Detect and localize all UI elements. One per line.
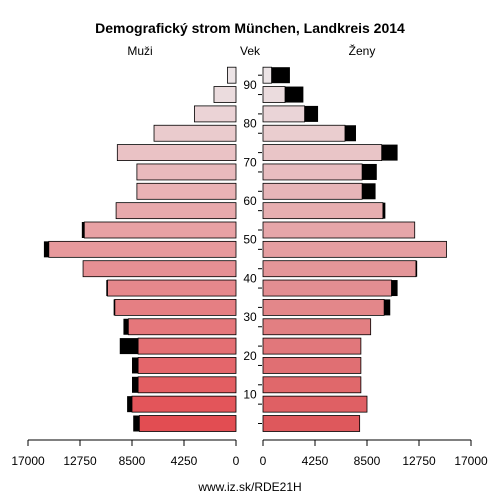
male-bar-5-9 xyxy=(131,395,237,413)
age-tick-label: 70 xyxy=(243,155,257,169)
female-excess-bar-70-74 xyxy=(381,144,398,161)
female-x-tick-label: 17000 xyxy=(454,454,488,468)
female-excess-bar-40-44 xyxy=(415,260,418,277)
male-bars-group xyxy=(43,66,237,432)
male-x-tick-label: 0 xyxy=(233,454,240,468)
female-bar-15-19 xyxy=(262,357,362,374)
male-x-axis: 17000 12750 8500 4250 0 xyxy=(11,439,240,468)
female-bar-40-44 xyxy=(262,260,417,278)
male-bar-20-24 xyxy=(137,337,237,355)
female-bar-0-4 xyxy=(262,415,361,432)
female-x-tick-label: 8500 xyxy=(354,454,381,468)
female-bar-75-79 xyxy=(262,124,346,142)
chart-title: Demografický strom München, Landkreis 20… xyxy=(95,20,405,36)
female-excess-bar-30-34 xyxy=(384,299,391,316)
female-bar-25-29 xyxy=(262,318,372,336)
male-bar-10-14 xyxy=(137,376,237,394)
female-bar-10-14 xyxy=(262,376,362,394)
female-bar-20-24 xyxy=(262,337,362,355)
female-bar-70-74 xyxy=(262,144,383,162)
male-x-tick-label: 8500 xyxy=(119,454,146,468)
female-x-tick-label: 12750 xyxy=(402,454,436,468)
age-tick-label: 10 xyxy=(243,387,257,401)
age-tick-label: 90 xyxy=(243,78,257,92)
female-bar-35-39 xyxy=(262,279,392,297)
male-excess-bar-5-9 xyxy=(127,396,132,413)
female-excess-bar-85-89 xyxy=(285,86,304,103)
female-label: Ženy xyxy=(349,43,376,58)
female-excess-bar-55-59 xyxy=(382,202,386,219)
female-excess-bar-60-64 xyxy=(362,183,376,200)
age-tick-label: 50 xyxy=(243,233,257,247)
male-bar-55-59 xyxy=(115,202,237,220)
male-bar-75-79 xyxy=(153,124,237,142)
age-tick-label: 40 xyxy=(243,271,257,285)
female-bar-5-9 xyxy=(262,395,368,413)
female-bar-85-89 xyxy=(262,86,286,103)
footer-url: www.iz.sk/RDE21H xyxy=(197,480,301,494)
male-x-tick-label: 4250 xyxy=(171,454,198,468)
female-bar-45-49 xyxy=(262,240,447,258)
male-excess-bar-20-24 xyxy=(119,338,139,355)
male-bar-80-84 xyxy=(193,105,237,123)
male-label: Muži xyxy=(127,44,152,58)
male-bar-65-69 xyxy=(136,163,237,181)
age-tick-label: 80 xyxy=(243,117,257,131)
male-excess-bar-30-34 xyxy=(113,299,115,316)
female-bar-55-59 xyxy=(262,202,384,220)
age-tick-label: 20 xyxy=(243,349,257,363)
age-tick-label: 30 xyxy=(243,310,257,324)
female-bar-50-54 xyxy=(262,221,416,239)
female-bar-90+ xyxy=(262,66,272,84)
female-excess-bar-35-39 xyxy=(391,280,398,297)
male-excess-bar-15-19 xyxy=(132,357,139,374)
male-bar-50-54 xyxy=(83,221,237,239)
male-excess-bar-45-49 xyxy=(43,241,49,258)
female-excess-bar-65-69 xyxy=(362,163,377,180)
female-bar-30-34 xyxy=(262,298,385,316)
male-bar-0-4 xyxy=(138,415,237,432)
age-axis-label: Vek xyxy=(240,44,261,58)
male-bar-35-39 xyxy=(107,279,237,297)
male-bar-40-44 xyxy=(82,260,237,278)
female-x-tick-label: 0 xyxy=(260,454,267,468)
male-bar-90+ xyxy=(227,66,237,84)
female-x-axis: 0 4250 8500 12750 17000 xyxy=(260,439,488,468)
female-excess-bar-90+ xyxy=(271,67,290,84)
female-bar-65-69 xyxy=(262,163,363,181)
age-tick-label: 60 xyxy=(243,194,257,208)
female-bar-60-64 xyxy=(262,182,363,200)
female-bars-group xyxy=(262,66,447,432)
male-excess-bar-25-29 xyxy=(123,318,129,335)
male-excess-bar-35-39 xyxy=(106,280,108,297)
male-bar-60-64 xyxy=(136,182,237,200)
male-bar-25-29 xyxy=(127,318,237,336)
male-bar-85-89 xyxy=(213,86,237,103)
female-bar-80-84 xyxy=(262,105,305,123)
female-x-tick-label: 4250 xyxy=(302,454,329,468)
male-x-tick-label: 17000 xyxy=(11,454,45,468)
male-bar-15-19 xyxy=(137,357,237,374)
male-bar-30-34 xyxy=(114,298,237,316)
female-excess-bar-80-84 xyxy=(304,105,319,122)
male-excess-bar-50-54 xyxy=(81,222,85,238)
male-excess-bar-0-4 xyxy=(133,415,140,432)
female-excess-bar-75-79 xyxy=(344,125,356,142)
age-axis: 10 20 30 40 50 60 70 80 90 xyxy=(243,74,262,424)
male-bar-45-49 xyxy=(48,240,237,258)
male-bar-70-74 xyxy=(116,144,237,162)
male-x-tick-label: 12750 xyxy=(63,454,97,468)
male-excess-bar-10-14 xyxy=(132,376,139,393)
